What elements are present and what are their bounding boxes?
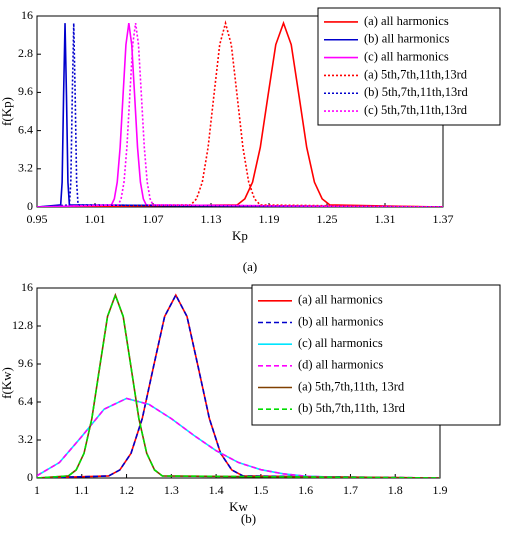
series-line xyxy=(37,20,443,207)
x-tick-label: 1.5 xyxy=(253,483,268,497)
series-line xyxy=(37,292,440,478)
y-tick-label: 6.4 xyxy=(18,394,33,408)
series-line xyxy=(37,23,443,207)
x-axis-title: Kw xyxy=(229,499,248,514)
x-tick-label: 1.13 xyxy=(201,212,222,226)
series-line xyxy=(37,293,440,478)
legend-label: (b) 5th,7th,11th,13rd xyxy=(364,85,468,99)
legend-label: (c) all harmonics xyxy=(364,49,449,63)
x-tick-label: 1.6 xyxy=(298,483,313,497)
y-tick-label: 0 xyxy=(27,199,33,213)
caption: (b) xyxy=(241,511,256,526)
y-tick-label: 16 xyxy=(21,8,33,22)
x-tick-label: 1.4 xyxy=(209,483,224,497)
x-tick-label: 1.19 xyxy=(259,212,280,226)
legend-label: (a) 5th,7th,11th,13rd xyxy=(364,67,468,81)
y-axis-title: f(Kp) xyxy=(0,97,14,126)
x-tick-label: 1.2 xyxy=(119,483,134,497)
legend-label: (a) all harmonics xyxy=(364,14,449,28)
x-tick-label: 1 xyxy=(34,483,40,497)
x-tick-label: 1.8 xyxy=(388,483,403,497)
caption: (a) xyxy=(243,259,257,274)
series-line xyxy=(37,20,443,207)
legend-label: (c) all harmonics xyxy=(298,336,383,350)
y-tick-label: 3.2 xyxy=(18,161,33,175)
y-tick-label: 12.8 xyxy=(12,318,33,332)
y-tick-label: 9.6 xyxy=(18,356,33,370)
legend-label: (d) all harmonics xyxy=(298,358,384,372)
series-line xyxy=(37,23,443,207)
legend-box xyxy=(317,7,501,126)
y-tick-label: 16 xyxy=(21,280,33,294)
x-tick-label: 0.95 xyxy=(27,212,48,226)
legend-label: (b) 5th,7th,11th, 13rd xyxy=(298,401,406,415)
chart: 0 3.2 6.4 9.6 12.8 16 1 1.1 1.2 1.3 1.4 1.5 1.6 1.7 1.… xyxy=(0,280,501,526)
series-line xyxy=(37,23,443,207)
y-tick-label: 0 xyxy=(27,470,33,484)
legend-label: (a) all harmonics xyxy=(298,293,383,307)
x-tick-label: 1.7 xyxy=(343,483,358,497)
x-tick-label: 1.07 xyxy=(143,212,164,226)
legend-label: (b) all harmonics xyxy=(364,32,450,46)
x-tick-label: 1.3 xyxy=(164,483,179,497)
y-tick-label: 9.6 xyxy=(18,84,33,98)
legend-label: (a) 5th,7th,11th, 13rd xyxy=(298,379,405,393)
y-tick-label: 2.8 xyxy=(18,46,33,60)
y-axis-title: f(Kw) xyxy=(0,367,14,399)
y-tick-label: 6.4 xyxy=(18,122,33,136)
legend-label: (b) all harmonics xyxy=(298,314,384,328)
legend-label: (c) 5th,7th,11th,13rd xyxy=(364,103,468,117)
x-axis-title: Kp xyxy=(232,228,248,243)
x-tick-label: 1.25 xyxy=(317,212,338,226)
x-tick-label: 1.1 xyxy=(74,483,89,497)
x-tick-label: 1.31 xyxy=(375,212,396,226)
x-tick-label: 1.37 xyxy=(433,212,454,226)
chart: 0 3.2 6.4 9.6 2.8 16 0.95 1.01 1.07 1.13 1.19 1.25 1… xyxy=(0,7,501,274)
x-tick-label: 1.01 xyxy=(85,212,106,226)
legend: (a) all harmonics (b) all harmonics (c) al… xyxy=(251,284,501,426)
series-line xyxy=(37,23,443,207)
legend-box xyxy=(251,284,501,426)
x-tick-label: 1.9 xyxy=(433,483,448,497)
y-tick-label: 3.2 xyxy=(18,432,33,446)
legend: (a) all harmonics (b) all harmonics (c) al… xyxy=(317,7,501,126)
